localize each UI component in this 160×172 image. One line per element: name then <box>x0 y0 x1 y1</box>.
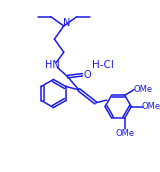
Text: OMe: OMe <box>133 85 152 94</box>
Text: HN: HN <box>45 60 60 70</box>
Text: OMe: OMe <box>141 102 160 111</box>
Text: O: O <box>83 70 91 80</box>
Text: N: N <box>63 18 70 28</box>
Text: OMe: OMe <box>115 130 134 138</box>
Text: H-Cl: H-Cl <box>92 60 114 70</box>
